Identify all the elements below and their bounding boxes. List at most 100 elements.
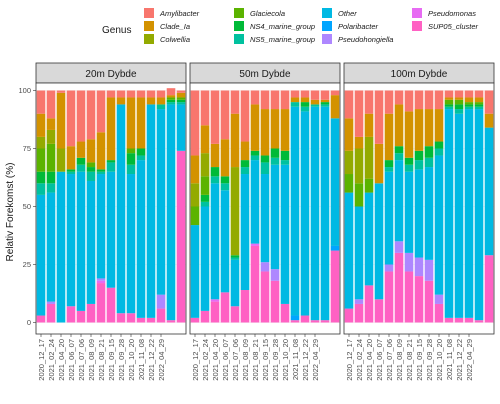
- bar-segment: [300, 102, 310, 107]
- bar-segment: [156, 90, 166, 98]
- bar-segment: [364, 178, 374, 193]
- bar-segment: [394, 104, 404, 147]
- bar-segment: [146, 104, 156, 318]
- bar-segment: [46, 192, 56, 302]
- legend-label: Pseudomonas: [428, 9, 476, 18]
- bar-segment: [270, 157, 280, 165]
- bar-segment: [320, 90, 330, 100]
- bar-segment: [434, 294, 444, 304]
- bar: [404, 90, 414, 323]
- bar: [210, 90, 220, 323]
- bar-segment: [260, 262, 270, 272]
- bar-segment: [384, 171, 394, 265]
- bar-segment: [454, 317, 464, 323]
- x-tick-label: 2020_12_17: [345, 339, 354, 381]
- bar-segment: [96, 278, 106, 281]
- bar: [394, 90, 404, 323]
- bar-segment: [166, 104, 176, 321]
- bar-segment: [290, 315, 300, 321]
- bar-segment: [96, 132, 106, 170]
- bar-segment: [474, 104, 484, 107]
- bar: [354, 90, 364, 323]
- bar: [106, 90, 116, 323]
- bar-segment: [344, 90, 354, 119]
- bar-segment: [56, 148, 66, 172]
- bar-segment: [290, 320, 300, 323]
- bar-segment: [230, 113, 240, 168]
- bar: [200, 90, 210, 323]
- bar-segment: [444, 104, 454, 107]
- facet-title: 100m Dybde: [391, 69, 448, 80]
- legend-label: Amylibacter: [159, 9, 200, 18]
- bar: [330, 90, 340, 323]
- bar-segment: [474, 90, 484, 98]
- legend-swatch: [234, 34, 244, 44]
- bar-segment: [76, 164, 86, 172]
- bar: [374, 90, 384, 323]
- legend-swatch: [322, 34, 332, 44]
- x-tick-label: 2021_09_28: [117, 339, 126, 381]
- bar-segment: [434, 109, 444, 142]
- bar-segment: [290, 97, 300, 103]
- bar-segment: [424, 280, 434, 323]
- bar-segment: [414, 257, 424, 277]
- bar-segment: [96, 283, 106, 323]
- bar-segment: [474, 102, 484, 105]
- bar-segment: [56, 90, 66, 93]
- facet-title: 20m Dybde: [85, 69, 137, 80]
- bar-segment: [260, 271, 270, 323]
- bar-segment: [434, 90, 444, 110]
- bar-segment: [310, 106, 320, 321]
- bar-segment: [56, 171, 66, 323]
- bar-segment: [270, 164, 280, 270]
- bar-segment: [364, 285, 374, 323]
- bar-segment: [250, 243, 260, 246]
- bar-segment: [454, 104, 464, 110]
- x-tick-label: 2021_06_07: [221, 339, 230, 381]
- bar-segment: [240, 167, 250, 175]
- facet-panel: 100m Dybde 2020_12_17 2021_02_24 2021_04_20…: [343, 62, 495, 381]
- bar-segment: [404, 252, 414, 272]
- bar-segment: [36, 315, 46, 323]
- bar-segment: [76, 310, 86, 323]
- bar-segment: [344, 150, 354, 175]
- bar-segment: [210, 301, 220, 323]
- bar-segment: [86, 303, 96, 323]
- bar-segment: [166, 99, 176, 103]
- bar-segment: [364, 136, 374, 179]
- bar-segment: [280, 160, 290, 165]
- bar: [270, 90, 280, 323]
- legend-label: NS4_marine_group: [250, 22, 315, 31]
- legend-label: Other: [338, 9, 357, 18]
- bar-segment: [394, 153, 404, 161]
- bar-segment: [36, 171, 46, 184]
- bar: [156, 90, 166, 323]
- legend-item: Other: [322, 8, 357, 18]
- bar-segment: [320, 104, 330, 107]
- bar-segment: [176, 97, 186, 100]
- bar-segment: [404, 157, 414, 165]
- bar-segment: [300, 106, 310, 112]
- x-tick-label: 2021_06_07: [67, 339, 76, 381]
- x-tick-label: 2021_09_28: [271, 339, 280, 381]
- bar-segment: [444, 90, 454, 98]
- bar-segment: [156, 97, 166, 105]
- bar-segment: [176, 104, 186, 151]
- bar-segment: [320, 320, 330, 323]
- bar-segment: [46, 118, 56, 130]
- bar-segment: [96, 171, 106, 175]
- bar-segment: [116, 97, 126, 105]
- bar-segment: [210, 143, 220, 168]
- bar-segment: [354, 299, 364, 304]
- bar-segment: [106, 171, 116, 288]
- bar: [126, 90, 136, 323]
- bar-segment: [76, 90, 86, 142]
- legend-label: Pseudohongiella: [338, 35, 393, 44]
- bar-segment: [270, 280, 280, 323]
- bar: [320, 90, 330, 323]
- bar: [434, 90, 444, 323]
- bar-segment: [230, 167, 240, 256]
- bar-segment: [46, 183, 56, 193]
- bar-segment: [474, 320, 484, 323]
- legend-title: Genus: [102, 25, 131, 36]
